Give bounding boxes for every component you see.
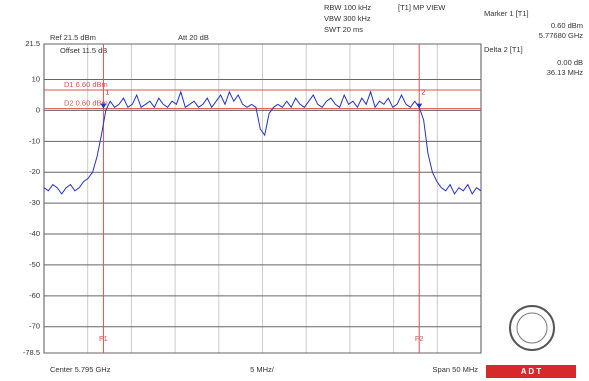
marker-level: 0.60 dBm [551, 21, 583, 30]
logo-text: A D T [521, 367, 542, 376]
span: Span 50 MHz [433, 365, 479, 374]
freq-div: 5 MHz/ [250, 365, 275, 374]
offset: Offset 11.5 dB [60, 46, 107, 55]
y-tick-label: 0 [36, 105, 40, 114]
display-line-label: D2 0.60 dBm [64, 99, 108, 108]
y-tick-label: 21.5 [25, 39, 40, 48]
marker-title: Marker 1 [T1] [484, 9, 529, 18]
display-line-label: D1 6.60 dBm [64, 80, 108, 89]
delta-level: 0.00 dB [557, 58, 583, 67]
marker [100, 103, 107, 109]
y-tick-label: -20 [29, 167, 40, 176]
center-freq: Center 5.795 GHz [50, 365, 111, 374]
swt: SWT 20 ms [324, 25, 363, 34]
logo-bar [486, 365, 576, 378]
y-tick-label: 10 [32, 75, 40, 84]
marker-label: 2 [421, 88, 425, 97]
y-tick-label: -40 [29, 229, 40, 238]
y-tick-label: -70 [29, 322, 40, 331]
trace [43, 90, 482, 195]
mode: [T1] MP VIEW [398, 3, 446, 12]
logo-seal [509, 305, 555, 351]
y-tick-label: -10 [29, 136, 40, 145]
delta-freq: 36.13 MHz [547, 68, 584, 77]
y-tick-label: -60 [29, 291, 40, 300]
attenuation: Att 20 dB [178, 33, 209, 42]
y-tick-label: -50 [29, 260, 40, 269]
vbw: VBW 300 kHz [324, 14, 371, 23]
marker [416, 103, 423, 109]
marker-freq: 5.77680 GHz [539, 31, 583, 40]
marker-label: 1 [105, 88, 109, 97]
delta-title: Delta 2 [T1] [484, 45, 523, 54]
logo: A D T [486, 305, 576, 378]
frequency-line-label: F1 [99, 334, 108, 343]
frequency-line-label: F2 [415, 334, 424, 343]
logo-seal-inner [516, 312, 548, 344]
y-tick-label: -30 [29, 198, 40, 207]
rbw: RBW 100 kHz [324, 3, 371, 12]
ref-level: Ref 21.5 dBm [50, 33, 96, 42]
y-tick-label: -78.5 [23, 348, 40, 357]
